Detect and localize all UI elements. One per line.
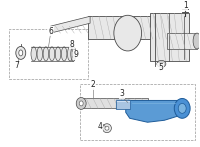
Ellipse shape xyxy=(49,47,55,61)
Ellipse shape xyxy=(76,97,86,109)
Text: 7: 7 xyxy=(14,61,19,70)
Ellipse shape xyxy=(61,47,67,61)
Text: 2: 2 xyxy=(91,80,95,89)
Ellipse shape xyxy=(174,98,190,118)
Text: 9: 9 xyxy=(74,50,79,59)
Ellipse shape xyxy=(16,46,26,59)
Bar xyxy=(167,33,197,49)
Bar xyxy=(116,100,130,109)
Ellipse shape xyxy=(55,47,61,61)
Polygon shape xyxy=(150,13,189,61)
Ellipse shape xyxy=(102,124,111,133)
Polygon shape xyxy=(126,100,181,122)
Ellipse shape xyxy=(114,15,142,51)
Bar xyxy=(82,98,148,108)
Text: 6: 6 xyxy=(48,27,53,36)
Text: 8: 8 xyxy=(70,40,75,49)
Text: 3: 3 xyxy=(119,89,124,98)
Ellipse shape xyxy=(73,56,75,58)
Bar xyxy=(9,29,88,79)
Text: 5: 5 xyxy=(158,63,163,72)
Bar xyxy=(31,46,73,61)
Ellipse shape xyxy=(105,126,109,130)
Ellipse shape xyxy=(67,47,73,61)
Polygon shape xyxy=(50,16,90,33)
Ellipse shape xyxy=(31,47,36,61)
Ellipse shape xyxy=(157,60,166,67)
Text: 1: 1 xyxy=(183,1,188,10)
Ellipse shape xyxy=(79,101,83,106)
Bar xyxy=(80,84,195,140)
Ellipse shape xyxy=(193,33,200,49)
Text: 4: 4 xyxy=(98,122,102,131)
Ellipse shape xyxy=(19,50,23,56)
Polygon shape xyxy=(88,16,171,39)
Ellipse shape xyxy=(37,47,43,61)
Ellipse shape xyxy=(43,47,49,61)
Ellipse shape xyxy=(178,103,186,113)
Ellipse shape xyxy=(71,46,76,61)
